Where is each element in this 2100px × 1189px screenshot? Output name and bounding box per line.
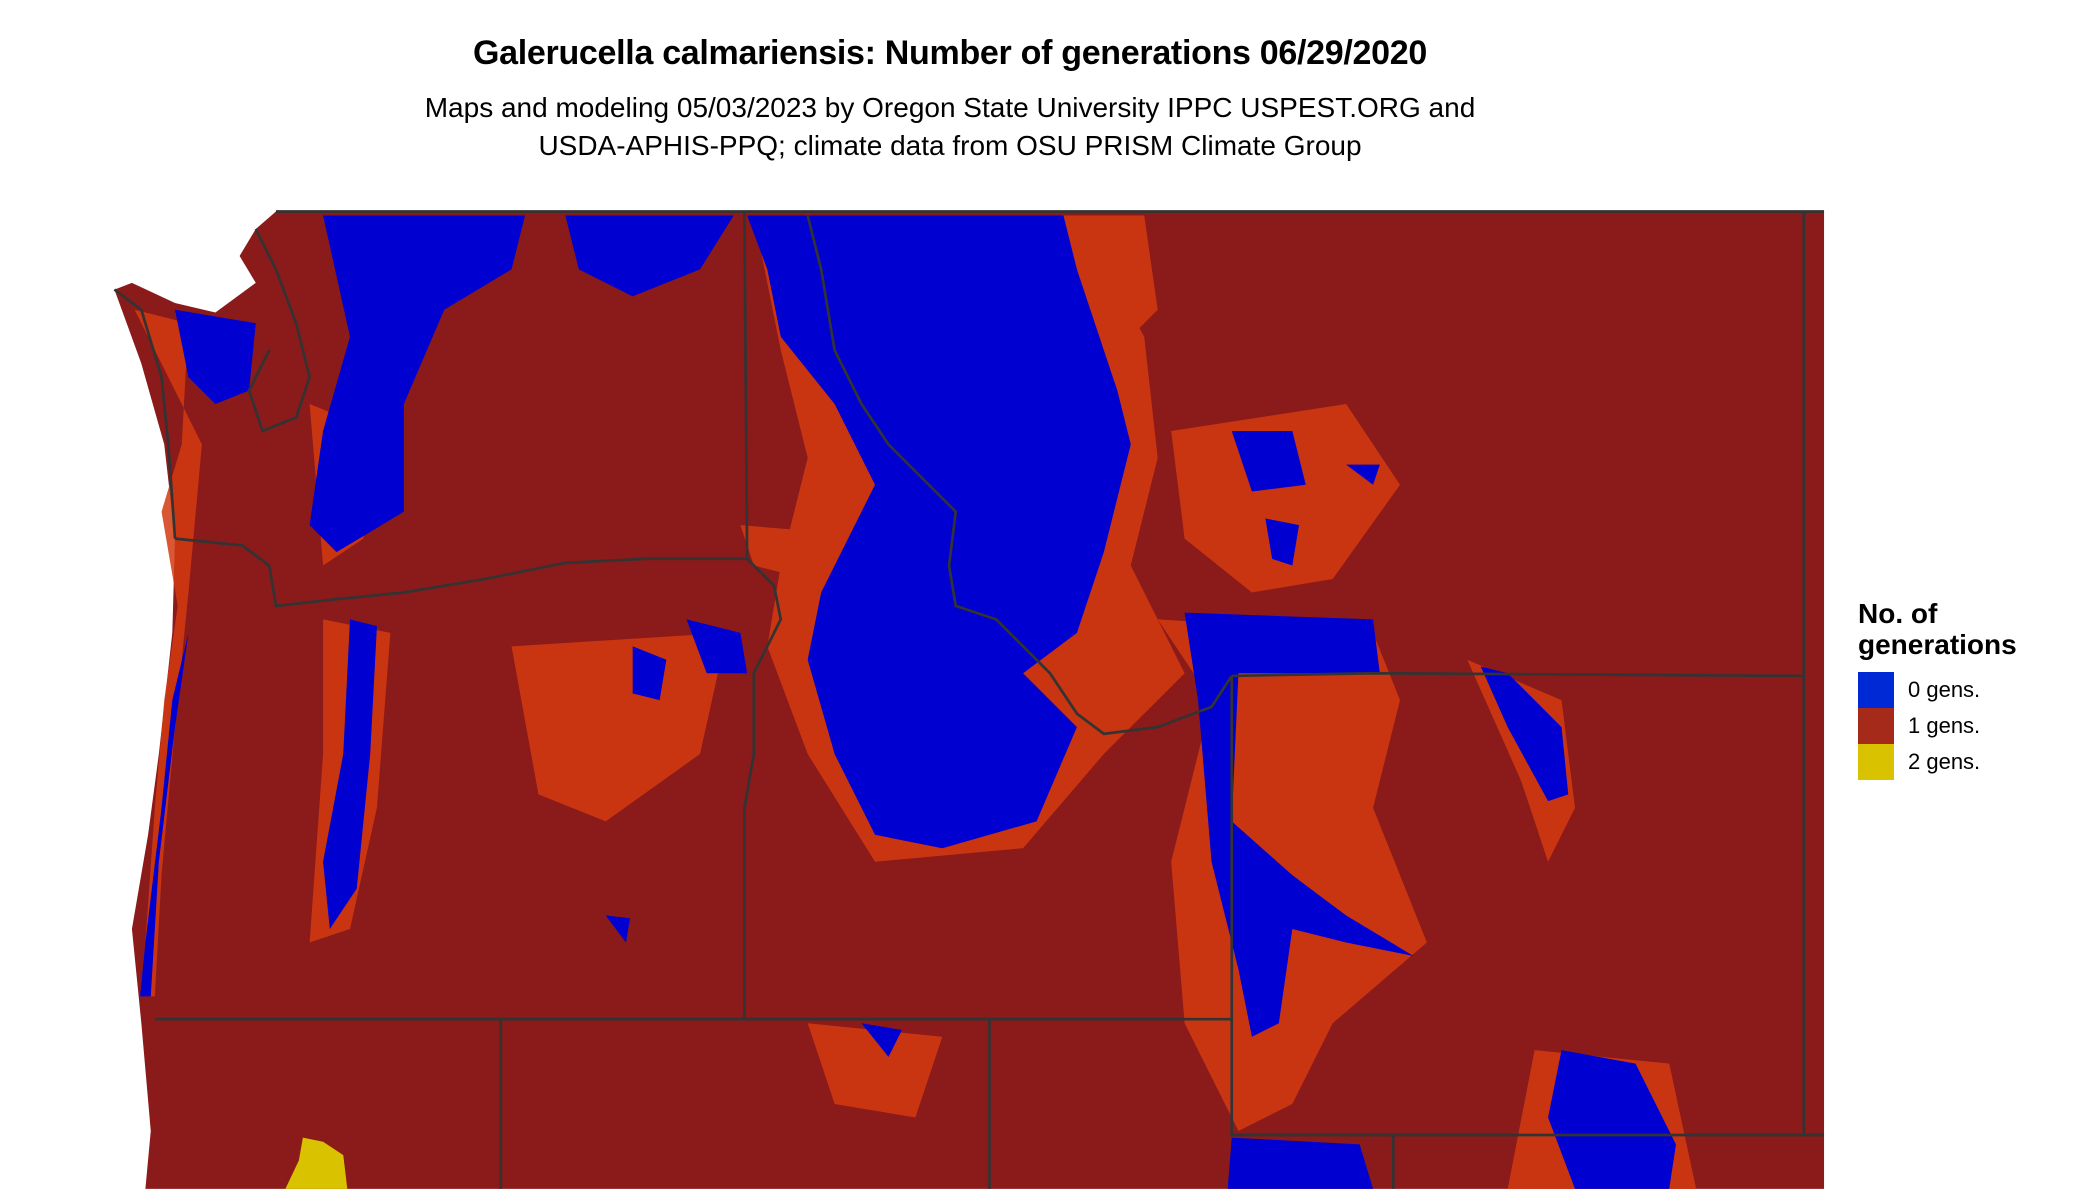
map-subtitle-line-2: USDA-APHIS-PPQ; climate data from OSU PR… [538,130,1362,161]
legend-label: 1 gens. [1908,713,1981,738]
two-generation-area [285,1137,348,1189]
legend-item-0-gens: 0 gens. [1858,672,2017,708]
legend-swatch-red [1858,708,1894,744]
legend-title-line-2: generations [1858,629,2017,660]
legend-title-line-1: No. of [1858,598,1938,629]
legend-item-2-gens: 2 gens. [1858,744,2017,780]
legend-swatch-blue [1858,672,1894,708]
legend: No. of generations 0 gens. 1 gens. 2 gen… [1858,598,2017,780]
legend-item-1-gens: 1 gens. [1858,708,2017,744]
map-title: Galerucella calmariensis: Number of gene… [473,34,1427,72]
state-borders [113,210,1825,1189]
legend-swatch-yellow [1858,744,1894,780]
legend-label: 0 gens. [1908,677,1981,702]
map-subtitle-line-1: Maps and modeling 05/03/2023 by Oregon S… [424,92,1476,123]
zero-generation-areas [140,215,1676,1189]
legend-label: 2 gens. [1908,749,1981,774]
